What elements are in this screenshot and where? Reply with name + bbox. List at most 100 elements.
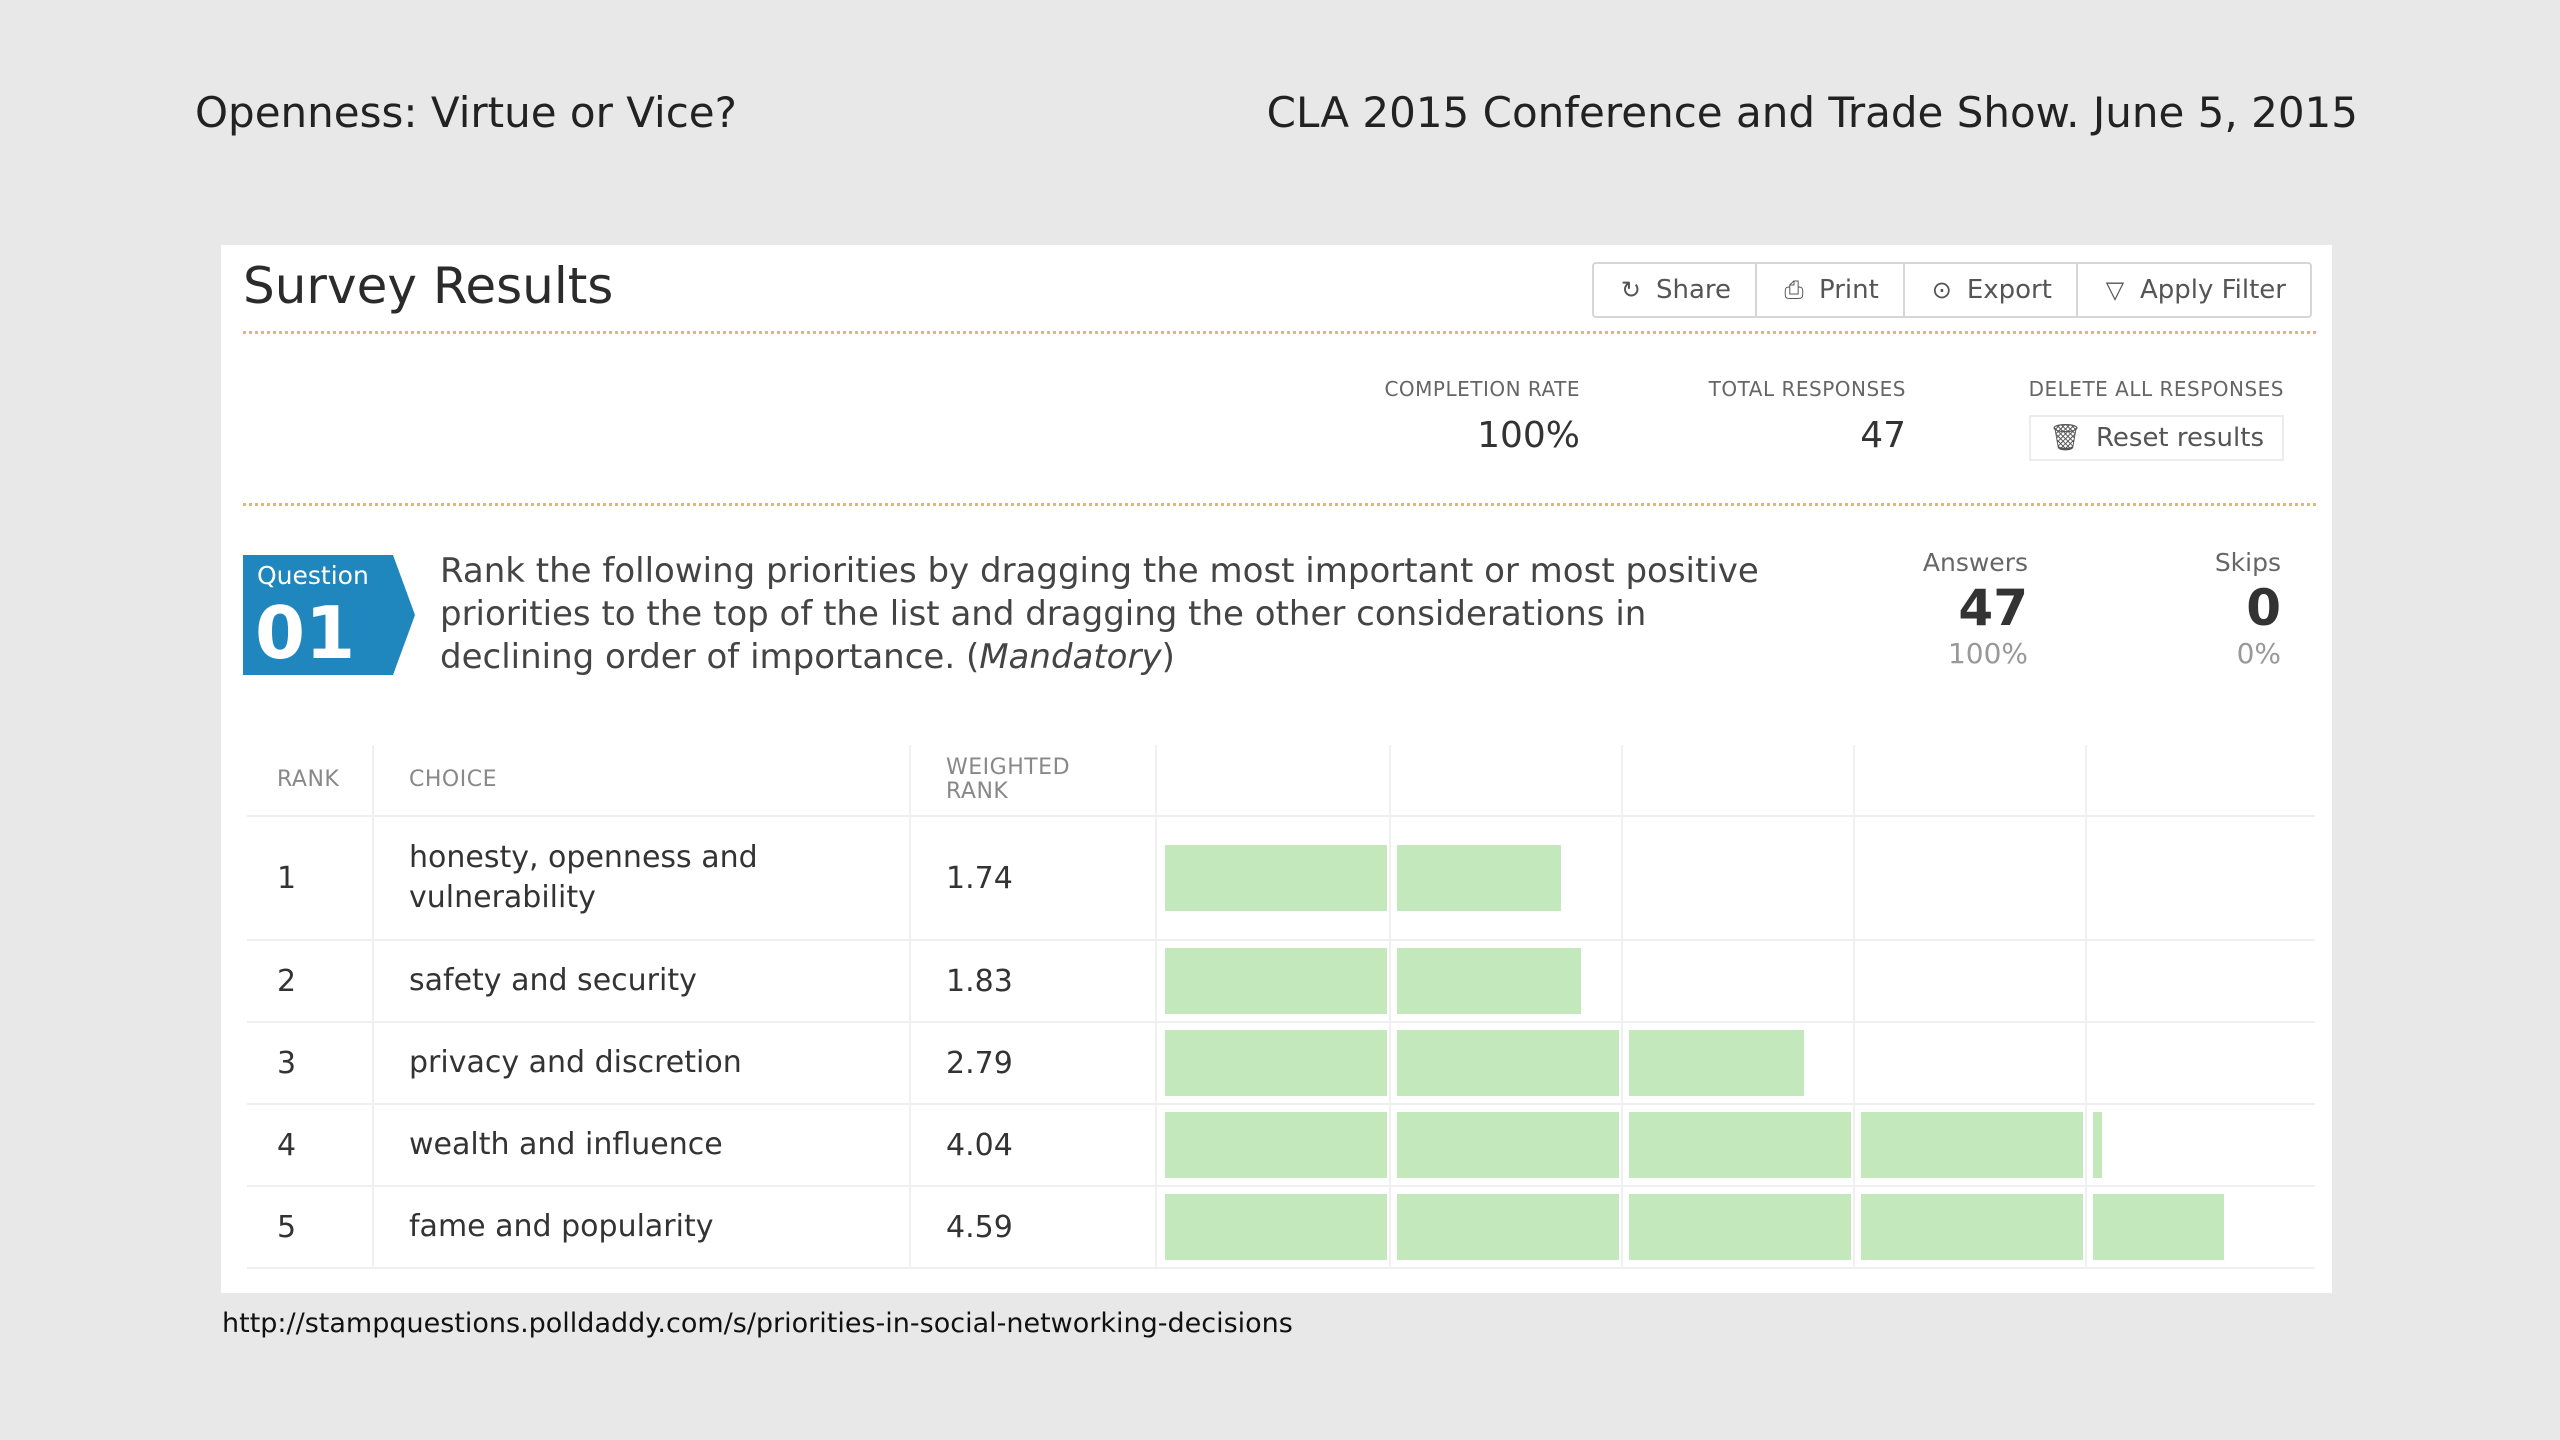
row-choice: fame and popularity — [372, 1187, 909, 1267]
reset-results-button[interactable]: 🗑 Reset results — [2028, 415, 2284, 461]
completion-rate-value: 100% — [1477, 415, 1580, 456]
share-button[interactable]: ↻ Share — [1594, 264, 1758, 316]
gridline — [1621, 1105, 1623, 1185]
gridline — [1389, 1105, 1391, 1185]
row-choice: privacy and discretion — [372, 1023, 909, 1103]
apply-filter-button[interactable]: ▽ Apply Filter — [2078, 264, 2310, 316]
total-responses-stat: TOTAL RESPONSES 47 — [1709, 377, 1906, 456]
gridline — [1853, 1023, 1855, 1103]
gridline — [1853, 941, 1855, 1021]
gridline — [2085, 745, 2087, 815]
survey-results-panel: Survey Results ↻ Share ⎙ Print ⊙ Export … — [221, 245, 2332, 1293]
gridline — [1621, 745, 1623, 815]
row-rank: 1 — [277, 860, 297, 896]
share-icon: ↻ — [1620, 276, 1642, 304]
table-row: 3 privacy and discretion 2.79 — [247, 1023, 2315, 1105]
row-bar — [1155, 817, 2315, 939]
weighted-rank-header-label: WEIGHTED RANK — [946, 755, 1071, 804]
row-bar — [1155, 1105, 2315, 1185]
gridline — [1389, 1187, 1391, 1267]
table-row: 1 honesty, openness and vulnerability 1.… — [247, 817, 2315, 941]
bar-segment — [1165, 845, 1387, 911]
completion-rate-label: COMPLETION RATE — [1384, 377, 1580, 401]
footer-url[interactable]: http://stampquestions.polldaddy.com/s/pr… — [222, 1308, 1293, 1339]
bar-segment — [1165, 1194, 1387, 1260]
gridline — [1389, 745, 1391, 815]
gridline — [2085, 1105, 2087, 1185]
answers-count: 47 — [1958, 579, 2028, 637]
row-bar — [1155, 1187, 2315, 1267]
question-badge-label: Question — [257, 561, 369, 590]
rank-header-label: RANK — [277, 767, 340, 792]
print-icon: ⎙ — [1784, 276, 1804, 304]
row-weighted-rank: 2.79 — [909, 1023, 1155, 1103]
gridline — [1621, 1023, 1623, 1103]
rank-header: RANK — [247, 745, 372, 815]
gridline — [2085, 1187, 2087, 1267]
gridline — [1621, 1187, 1623, 1267]
skips-stat: Skips 0 0% — [2215, 548, 2281, 670]
bar-segment — [1629, 1194, 1851, 1260]
export-button[interactable]: ⊙ Export — [1905, 264, 2078, 316]
row-choice: safety and security — [372, 941, 909, 1021]
results-table: RANK CHOICE WEIGHTED RANK 1 honesty, ope… — [247, 745, 2315, 1269]
bar-segment — [1165, 1030, 1387, 1096]
gridline — [2085, 1023, 2087, 1103]
bar-segment — [1397, 948, 1582, 1014]
gridline — [1389, 817, 1391, 939]
apply-filter-label: Apply Filter — [2139, 275, 2286, 305]
answers-percent: 100% — [1947, 637, 2028, 670]
bar-segment — [1861, 1112, 2083, 1178]
choice-header-label: CHOICE — [409, 767, 497, 792]
bar-segment — [1397, 1194, 1619, 1260]
gridline — [1853, 1105, 1855, 1185]
gridline — [1389, 1023, 1391, 1103]
skips-percent: 0% — [2236, 637, 2281, 670]
trash-icon: 🗑 — [2048, 423, 2082, 453]
bar-segment — [1397, 845, 1562, 911]
export-label: Export — [1966, 275, 2052, 305]
table-header: RANK CHOICE WEIGHTED RANK — [247, 745, 2315, 817]
bar-segment — [2093, 1112, 2102, 1178]
gridline — [2085, 817, 2087, 939]
row-bar — [1155, 941, 2315, 1021]
bar-segment — [2093, 1194, 2224, 1260]
share-label: Share — [1655, 275, 1732, 305]
question-mandatory: Mandatory — [979, 637, 1162, 677]
skips-label: Skips — [2214, 548, 2281, 577]
slide-title-right: CLA 2015 Conference and Trade Show. June… — [1266, 88, 2358, 137]
divider — [243, 331, 2316, 334]
question-number: 01 — [255, 591, 356, 675]
question-badge: Question 01 — [243, 555, 415, 675]
question-text: Rank the following priorities by draggin… — [440, 551, 1759, 677]
bar-segment — [1629, 1030, 1805, 1096]
row-choice: honesty, openness and vulnerability — [372, 817, 909, 939]
table-row: 4 wealth and influence 4.04 — [247, 1105, 2315, 1187]
completion-rate-stat: COMPLETION RATE 100% — [1384, 377, 1580, 456]
answers-stat: Answers 47 100% — [1923, 548, 2028, 670]
export-icon: ⊙ — [1931, 276, 1952, 304]
bar-segment — [1861, 1194, 2083, 1260]
gridline — [1389, 941, 1391, 1021]
bar-segment — [1165, 1112, 1387, 1178]
total-responses-value: 47 — [1860, 415, 1906, 456]
weighted-rank-header: WEIGHTED RANK — [909, 745, 1155, 815]
row-weighted-rank: 1.74 — [909, 817, 1155, 939]
delete-responses-stat: DELETE ALL RESPONSES 🗑 Reset results — [2029, 377, 2284, 461]
delete-responses-label: DELETE ALL RESPONSES — [2028, 377, 2284, 401]
toolbar: ↻ Share ⎙ Print ⊙ Export ▽ Apply Filter — [1591, 262, 2312, 318]
row-weighted-rank: 4.59 — [909, 1187, 1155, 1267]
choice-header: CHOICE — [372, 745, 909, 815]
answers-label: Answers — [1922, 548, 2028, 577]
row-bar — [1155, 1023, 2315, 1103]
slide-title-left: Openness: Virtue or Vice? — [195, 88, 737, 137]
print-label: Print — [1819, 275, 1879, 305]
row-rank: 3 — [277, 1045, 297, 1081]
print-button[interactable]: ⎙ Print — [1757, 264, 1905, 316]
row-rank: 5 — [277, 1209, 297, 1245]
row-weighted-rank: 1.83 — [909, 941, 1155, 1021]
row-rank: 2 — [277, 963, 297, 999]
bar-segment — [1397, 1030, 1619, 1096]
reset-results-label: Reset results — [2096, 423, 2264, 453]
bar-segment — [1629, 1112, 1851, 1178]
